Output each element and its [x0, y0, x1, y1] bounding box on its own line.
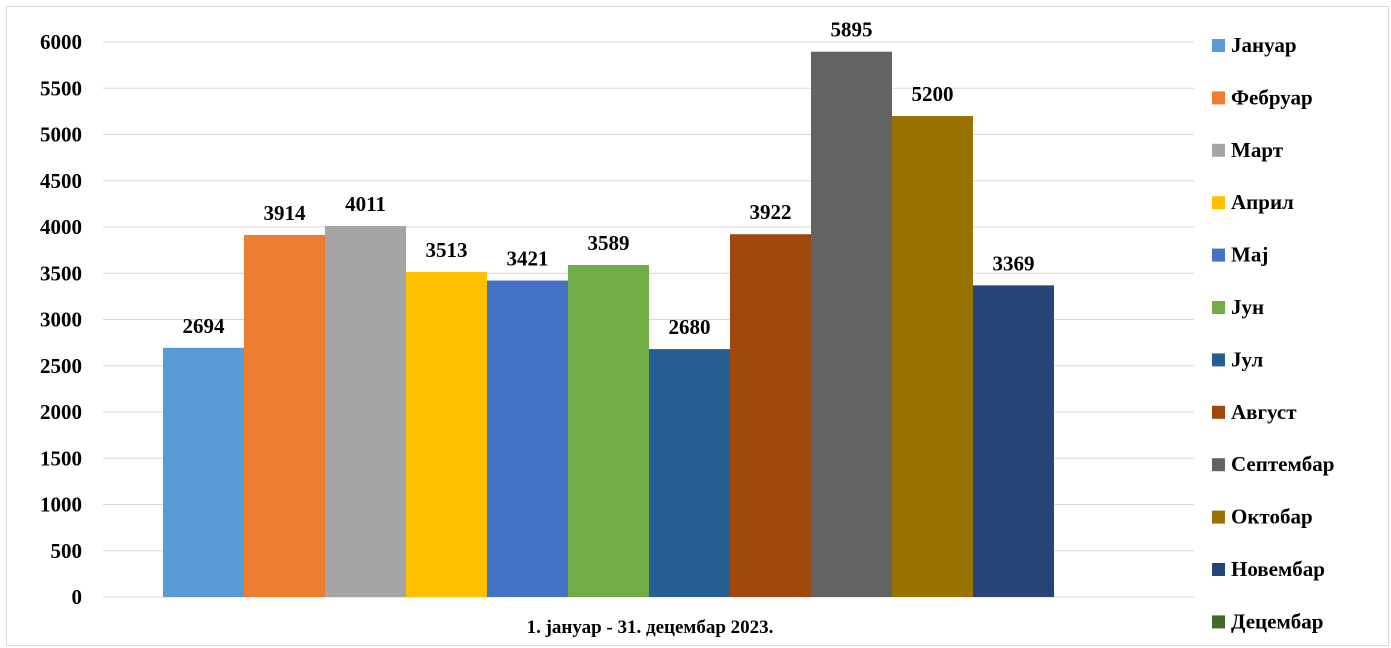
y-tick-label: 1500	[40, 446, 82, 470]
legend-swatch	[1212, 510, 1225, 524]
y-tick-label: 4500	[40, 169, 82, 193]
legend-label: Мај	[1231, 243, 1268, 267]
data-label: 4011	[345, 192, 386, 216]
bar	[730, 234, 811, 597]
legend-swatch	[1212, 353, 1225, 367]
legend-swatch	[1212, 143, 1225, 157]
data-label: 2680	[669, 315, 711, 339]
data-label: 3513	[426, 238, 468, 262]
y-tick-label: 6000	[40, 30, 82, 54]
bar	[244, 234, 325, 597]
bar	[163, 347, 244, 597]
legend-swatch	[1212, 301, 1225, 314]
bar	[811, 51, 892, 597]
legend-label: Јун	[1231, 295, 1264, 319]
y-tick-label: 0	[72, 585, 83, 609]
data-label: 3421	[507, 247, 549, 271]
y-tick-label: 1000	[40, 493, 82, 517]
legend-label: Фебруар	[1231, 85, 1313, 109]
legend-swatch	[1212, 248, 1225, 262]
y-tick-label: 2000	[40, 400, 82, 424]
legend-label: Јануар	[1231, 33, 1297, 57]
data-label: 3922	[750, 200, 792, 224]
legend-label: Децембар	[1231, 609, 1323, 633]
data-label: 2694	[183, 314, 226, 338]
bars	[163, 51, 1054, 598]
legend-label: Октобар	[1231, 505, 1313, 529]
y-tick-label: 2500	[40, 354, 82, 378]
legend-swatch	[1212, 405, 1225, 419]
data-labels: 2694 3914 4011 3513 3421 3589 2680 3922 5895 5200…	[183, 18, 1035, 339]
y-tick-label: 5500	[40, 76, 82, 100]
y-axis-tick-labels: 0 500 1000 1500 2000 2500 3000 3500 4000 4500 5000…	[40, 30, 82, 609]
legend-label: Јул	[1231, 347, 1263, 371]
data-label: 3369	[993, 251, 1035, 275]
y-tick-label: 4000	[40, 215, 82, 239]
legend-label: Август	[1231, 400, 1297, 424]
legend-label: Септембар	[1231, 452, 1334, 476]
bar	[325, 225, 406, 598]
legend-swatch	[1212, 615, 1225, 629]
data-label: 5200	[912, 82, 954, 106]
bar	[406, 272, 487, 597]
data-label: 5895	[831, 18, 873, 42]
data-label: 3914	[264, 201, 307, 225]
data-label: 3589	[588, 231, 630, 255]
legend: Јануар Фебруар Март Април Мај Јун Јул Август Сеп…	[1212, 33, 1334, 633]
bar	[487, 280, 568, 597]
legend-label: Март	[1231, 138, 1284, 162]
bar	[568, 265, 649, 597]
legend-swatch	[1212, 458, 1225, 472]
legend-label: Новембар	[1231, 557, 1325, 581]
y-tick-label: 500	[51, 539, 83, 563]
legend-swatch	[1212, 39, 1225, 52]
bar	[892, 116, 973, 597]
bar	[973, 285, 1054, 597]
y-tick-label: 3000	[40, 308, 82, 332]
y-tick-label: 3500	[40, 261, 82, 285]
bar	[649, 349, 730, 597]
x-axis-category-label: 1. јануар - 31. децембар 2023.	[527, 617, 774, 638]
legend-label: Април	[1231, 190, 1294, 214]
y-tick-label: 5000	[40, 123, 82, 147]
legend-swatch	[1212, 196, 1225, 210]
legend-swatch	[1212, 563, 1225, 576]
legend-swatch	[1212, 91, 1225, 105]
